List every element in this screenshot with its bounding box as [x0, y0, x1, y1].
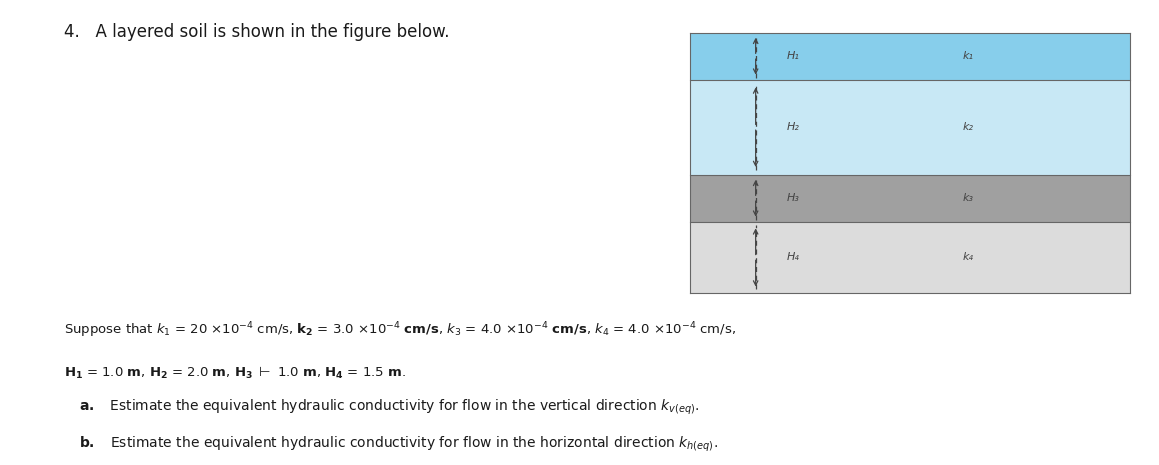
- Text: k₄: k₄: [963, 252, 974, 262]
- Bar: [690, 33, 1130, 80]
- Text: k₁: k₁: [963, 51, 974, 61]
- Text: $\mathbf{a.}$   Estimate the equivalent hydraulic conductivity for flow in the v: $\mathbf{a.}$ Estimate the equivalent hy…: [79, 398, 699, 417]
- Text: H₁: H₁: [787, 51, 800, 61]
- Bar: [690, 80, 1130, 174]
- Text: k₂: k₂: [963, 122, 974, 132]
- Text: H₃: H₃: [787, 193, 800, 203]
- Text: 4.   A layered soil is shown in the figure below.: 4. A layered soil is shown in the figure…: [64, 23, 450, 41]
- Text: H₂: H₂: [787, 122, 800, 132]
- Bar: [690, 222, 1130, 293]
- Text: $\mathbf{H_1}$ = 1.0 $\mathbf{m}$, $\mathbf{H_2}$ = 2.0 $\mathbf{m}$, $\mathbf{H: $\mathbf{H_1}$ = 1.0 $\mathbf{m}$, $\mat…: [64, 365, 406, 381]
- Text: $\mathbf{b.}$   Estimate the equivalent hydraulic conductivity for flow in the h: $\mathbf{b.}$ Estimate the equivalent hy…: [79, 435, 717, 454]
- Bar: [690, 174, 1130, 222]
- Text: Suppose that $k_1$ = 20 $\times$10$^{-4}$ cm/s, $\mathbf{k_2}$ = 3.0 $\times$10$: Suppose that $k_1$ = 20 $\times$10$^{-4}…: [64, 321, 736, 340]
- Text: k₃: k₃: [963, 193, 974, 203]
- Text: H₄: H₄: [787, 252, 800, 262]
